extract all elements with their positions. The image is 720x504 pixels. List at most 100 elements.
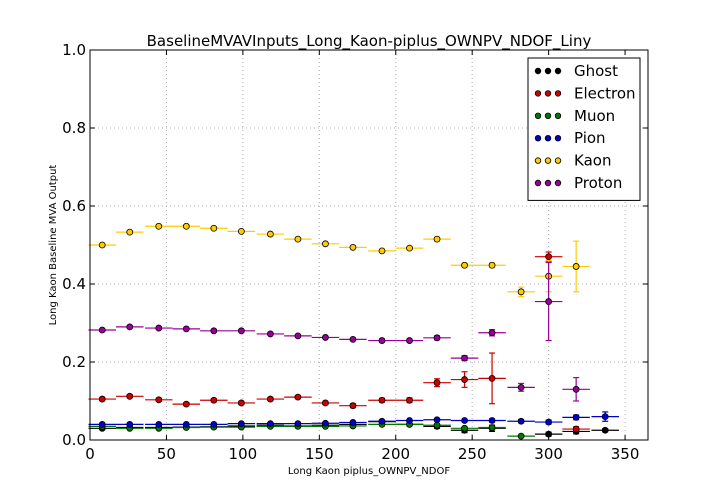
data-point bbox=[210, 396, 218, 404]
legend: Ghost Electron Muon Pion Kaon Proton bbox=[527, 57, 641, 201]
data-point bbox=[322, 240, 329, 248]
data-point bbox=[294, 332, 302, 340]
data-point bbox=[182, 420, 190, 428]
data-point bbox=[601, 426, 609, 434]
data-point bbox=[488, 374, 496, 382]
data-point bbox=[461, 261, 468, 269]
data-point bbox=[572, 385, 580, 393]
legend-marker bbox=[544, 90, 552, 97]
data-point bbox=[545, 418, 553, 426]
x-tick-label: 50 bbox=[157, 445, 176, 463]
legend-marker bbox=[554, 112, 562, 119]
legend-marker bbox=[554, 179, 562, 187]
x-tick-label: 250 bbox=[458, 445, 487, 463]
series-layer bbox=[88, 222, 619, 440]
series-pion bbox=[88, 411, 619, 428]
legend-entry-ghost: Ghost bbox=[534, 62, 618, 80]
legend-label: Kaon bbox=[574, 152, 611, 170]
data-point bbox=[488, 261, 496, 269]
data-point bbox=[433, 235, 441, 243]
data-point bbox=[210, 224, 218, 232]
data-point bbox=[349, 402, 357, 410]
data-point bbox=[126, 228, 134, 236]
legend-marker bbox=[534, 179, 542, 187]
y-tick-label: 0.6 bbox=[62, 197, 86, 215]
data-point bbox=[294, 420, 302, 428]
legend-marker bbox=[554, 157, 562, 164]
data-point bbox=[433, 379, 441, 387]
data-point bbox=[266, 330, 274, 338]
legend-box bbox=[527, 57, 641, 201]
x-tick-label: 200 bbox=[381, 445, 410, 463]
data-point bbox=[322, 334, 329, 341]
data-point bbox=[461, 417, 468, 424]
legend-marker bbox=[544, 157, 552, 164]
x-tick-label: 0 bbox=[85, 445, 95, 463]
data-point bbox=[294, 235, 302, 243]
data-point bbox=[182, 400, 190, 408]
data-point bbox=[266, 230, 274, 238]
legend-label: Muon bbox=[574, 107, 615, 125]
data-point bbox=[182, 222, 190, 230]
data-point bbox=[237, 420, 245, 428]
data-point bbox=[182, 325, 190, 333]
data-point bbox=[126, 420, 134, 428]
data-point bbox=[155, 420, 163, 428]
series-kaon bbox=[88, 222, 590, 298]
data-point bbox=[378, 247, 386, 255]
data-point bbox=[572, 263, 580, 270]
legend-entry-electron: Electron bbox=[534, 84, 636, 102]
data-point bbox=[322, 399, 329, 407]
legend-marker bbox=[544, 67, 552, 75]
data-point bbox=[237, 327, 245, 335]
data-point bbox=[294, 393, 302, 401]
data-point bbox=[378, 396, 386, 404]
data-point bbox=[461, 376, 468, 383]
y-tick-label: 0.4 bbox=[62, 275, 86, 293]
data-point bbox=[406, 337, 413, 344]
data-point bbox=[98, 241, 106, 249]
x-tick-label: 350 bbox=[611, 445, 640, 463]
legend-label: Proton bbox=[574, 174, 622, 192]
data-point bbox=[349, 243, 357, 251]
x-tick-label: 100 bbox=[229, 445, 258, 463]
data-point bbox=[210, 420, 218, 428]
data-point bbox=[545, 253, 553, 261]
y-tick-label: 0.8 bbox=[62, 119, 86, 137]
y-tick-label: 0.0 bbox=[62, 431, 86, 449]
legend-label: Ghost bbox=[574, 62, 618, 80]
data-point bbox=[349, 335, 357, 343]
legend-label: Pion bbox=[574, 129, 606, 147]
data-point bbox=[488, 424, 496, 431]
legend-entry-kaon: Kaon bbox=[534, 152, 611, 170]
data-point bbox=[98, 420, 106, 428]
data-point bbox=[237, 227, 245, 235]
y-axis-label: Long Kaon Baseline MVA Output bbox=[48, 165, 59, 326]
data-point bbox=[266, 395, 274, 403]
data-point bbox=[488, 417, 496, 424]
data-point bbox=[545, 298, 553, 305]
series-electron bbox=[88, 251, 590, 433]
x-tick-label: 300 bbox=[534, 445, 563, 463]
y-tick-label: 0.2 bbox=[62, 353, 86, 371]
chart-title: BaselineMVAVInputs_Long_Kaon-piplus_OWNP… bbox=[147, 32, 592, 51]
legend-entry-pion: Pion bbox=[534, 129, 606, 147]
data-point bbox=[266, 420, 274, 428]
data-point bbox=[98, 326, 106, 334]
y-tick-label: 1.0 bbox=[62, 41, 86, 59]
legend-entry-proton: Proton bbox=[534, 174, 622, 192]
data-point bbox=[378, 417, 386, 425]
data-point bbox=[406, 244, 413, 252]
legend-label: Electron bbox=[574, 84, 636, 102]
data-point bbox=[517, 432, 525, 440]
legend-marker bbox=[544, 112, 552, 119]
data-point bbox=[461, 424, 468, 432]
legend-marker bbox=[534, 134, 542, 142]
data-point bbox=[517, 288, 525, 296]
plot-frame bbox=[89, 49, 649, 441]
data-point bbox=[155, 222, 163, 230]
legend-marker bbox=[544, 134, 552, 142]
legend-marker bbox=[534, 157, 542, 164]
data-point bbox=[98, 395, 106, 403]
